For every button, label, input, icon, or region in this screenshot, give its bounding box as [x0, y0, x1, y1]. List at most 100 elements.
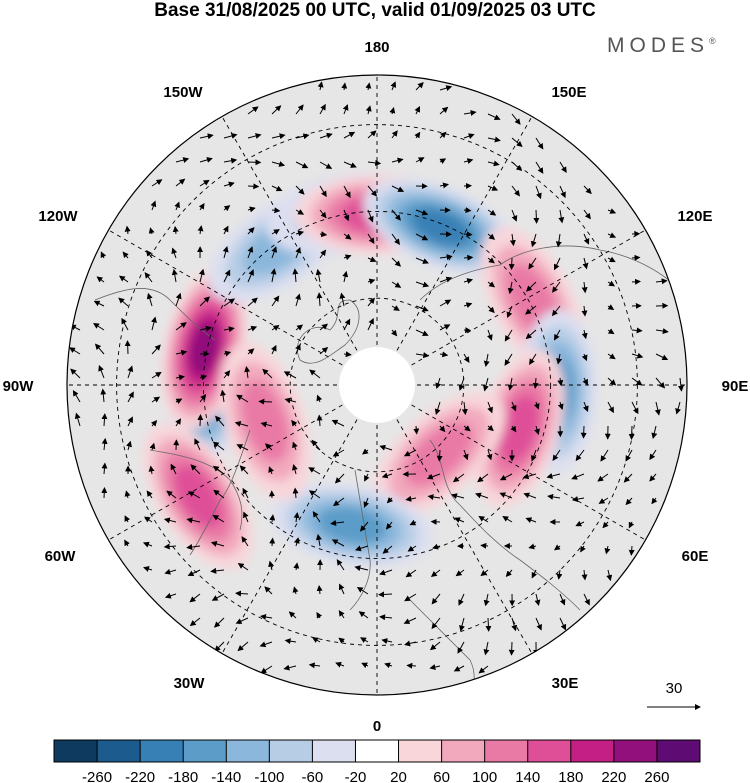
colorbar-swatch — [613, 740, 657, 762]
wind-arrow — [553, 257, 561, 271]
wind-arrow — [237, 641, 249, 652]
wind-arrow — [508, 641, 515, 656]
map-title: Base 31/08/2025 00 UTC, valid 01/09/2025… — [154, 0, 596, 21]
wind-arrow — [343, 318, 351, 331]
wind-arrow — [487, 424, 494, 432]
wind-arrow — [554, 329, 561, 341]
wind-arrow — [583, 209, 591, 220]
wind-arrow — [381, 638, 393, 644]
wind-arrow — [223, 133, 238, 139]
lon-label-30w: 30W — [174, 675, 206, 692]
wind-arrow — [101, 437, 108, 451]
wind-arrow — [631, 401, 639, 415]
wind-arrow — [502, 515, 513, 523]
wind-arrow — [101, 413, 108, 427]
wind-arrow — [631, 377, 643, 386]
wind-arrow — [655, 278, 668, 285]
wind-arrow — [198, 268, 205, 283]
wind-arrow — [247, 206, 256, 213]
wind-arrow — [319, 132, 333, 139]
wind-arrow — [655, 328, 669, 335]
wind-arrow — [194, 438, 201, 451]
wind-arrow — [187, 569, 201, 577]
wind-arrow — [487, 113, 501, 120]
wind-arrow — [429, 641, 441, 651]
wind-arrow — [163, 543, 177, 550]
wind-arrow — [295, 230, 305, 237]
wind-arrow — [413, 425, 420, 435]
wind-arrow — [247, 297, 258, 307]
modes-logo: MODES® — [607, 34, 716, 57]
colorbar-swatch — [183, 740, 227, 762]
wind-arrow — [391, 257, 402, 267]
wind-arrow — [118, 275, 129, 283]
wind-arrow — [430, 569, 441, 578]
wind-arrow — [288, 611, 297, 619]
wind-arrow — [212, 465, 225, 475]
wind-arrow — [212, 514, 225, 523]
wind-arrow — [197, 414, 204, 427]
wind-arrow — [434, 401, 441, 416]
colorbar: -260 -220 -180 -140 -100 -60 -20 20 60 100 140 180 2… — [53, 739, 701, 783]
lon-label-0: 0 — [373, 718, 381, 735]
wind-arrow — [100, 251, 107, 259]
wind-arrow — [458, 377, 465, 391]
wind-arrow — [581, 569, 588, 581]
wind-arrow — [598, 497, 609, 504]
wind-arrow — [260, 614, 273, 620]
wind-arrow — [223, 157, 238, 164]
wind-arrow — [463, 158, 474, 164]
wind-arrow — [583, 185, 592, 195]
wind-arrow — [649, 449, 657, 461]
wind-arrow — [175, 374, 185, 381]
wind-arrow — [459, 617, 465, 632]
wind-arrow — [199, 179, 210, 187]
wind-arrow — [101, 487, 108, 499]
wind-arrow — [215, 415, 225, 427]
wind-arrow — [127, 416, 133, 427]
wind-arrow — [319, 185, 327, 198]
wind-arrow — [435, 377, 442, 390]
wind-arrow — [535, 185, 542, 200]
wind-arrow — [163, 517, 177, 524]
wind-arrow — [330, 520, 345, 526]
wind-arrow — [237, 563, 249, 571]
wind-arrow — [332, 449, 345, 457]
anomaly-low-155e — [363, 178, 519, 276]
wind-arrow — [315, 268, 322, 283]
wind-arrow — [93, 300, 105, 307]
colorbar-swatch — [226, 740, 270, 762]
colorbar-tick-label: 100 — [472, 769, 497, 783]
wind-arrow — [531, 569, 538, 579]
wind-arrow — [247, 246, 254, 259]
wind-arrow — [72, 389, 81, 403]
wind-arrow — [534, 593, 541, 606]
wind-arrow — [458, 593, 465, 606]
wind-arrow — [100, 388, 107, 403]
lon-label-150e: 150E — [551, 84, 586, 101]
wind-arrow — [127, 391, 134, 403]
wind-arrow — [150, 420, 158, 427]
wind-arrow — [236, 444, 249, 451]
wind-arrow — [504, 329, 513, 342]
wind-arrow — [581, 353, 588, 362]
wind-arrow — [242, 487, 249, 499]
wind-arrow — [223, 326, 235, 333]
colorbar-swatch — [312, 740, 356, 762]
wind-arrow — [455, 569, 465, 577]
wind-arrow — [146, 249, 153, 259]
wind-arrow — [571, 473, 585, 480]
wind-arrow — [530, 449, 537, 462]
wind-arrow — [477, 473, 489, 483]
colorbar-tick-label: 140 — [515, 769, 540, 783]
wind-arrow — [126, 440, 132, 451]
wind-arrow — [628, 425, 635, 440]
wind-arrow — [385, 521, 393, 530]
wind-arrow — [124, 539, 130, 547]
wind-arrow — [241, 536, 249, 547]
wind-arrow — [675, 401, 681, 415]
wind-arrow — [295, 246, 301, 259]
wind-arrow — [532, 377, 539, 389]
wind-arrow — [284, 638, 297, 645]
pole-blank — [339, 347, 415, 423]
